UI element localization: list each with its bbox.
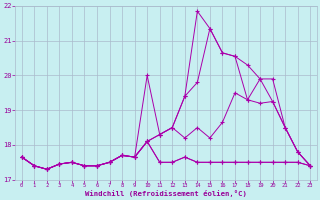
X-axis label: Windchill (Refroidissement éolien,°C): Windchill (Refroidissement éolien,°C) <box>85 190 247 197</box>
